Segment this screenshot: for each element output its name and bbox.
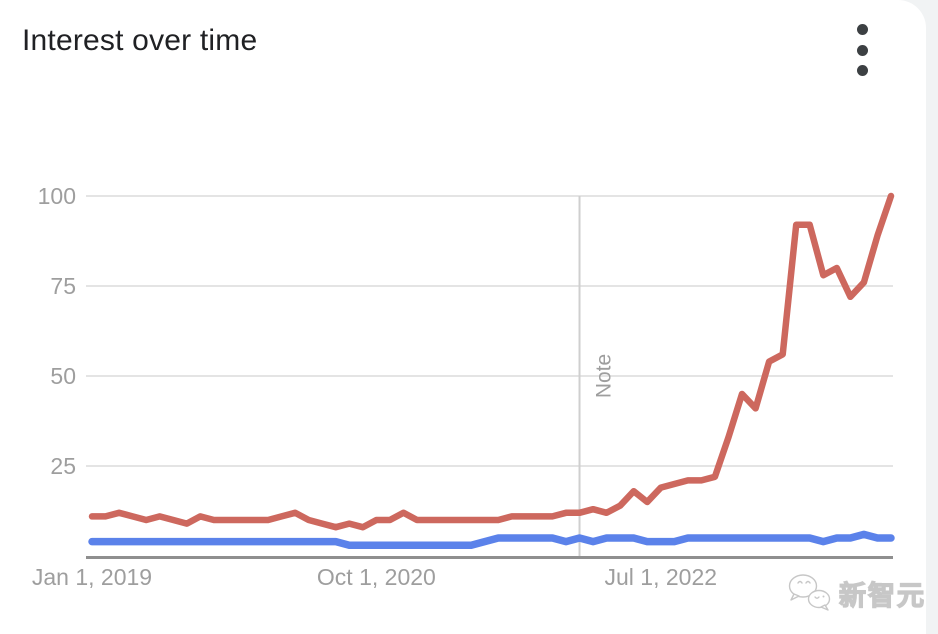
y-tick-label-25: 25	[50, 453, 76, 479]
kebab-dot	[856, 65, 868, 76]
kebab-dot	[856, 24, 868, 35]
kebab-menu-icon[interactable]	[849, 24, 875, 76]
y-tick-label-50: 50	[50, 363, 76, 389]
watermark-text: 新智元	[838, 580, 926, 611]
page-title: Interest over time	[22, 24, 258, 57]
kebab-dot	[856, 44, 868, 56]
watermark: 新智元	[786, 572, 926, 614]
x-tick-label-1: Oct 1, 2020	[317, 564, 436, 590]
series-red-line	[88, 192, 895, 531]
y-tick-label-75: 75	[50, 273, 76, 299]
x-tick-label-2: Jul 1, 2022	[605, 564, 718, 590]
series-blue-line	[88, 530, 895, 549]
wechat-bubbles-icon	[788, 574, 831, 611]
note-label: Note	[593, 354, 616, 398]
y-tick-label-100: 100	[38, 183, 76, 209]
x-tick-label-0: Jan 1, 2019	[32, 564, 152, 590]
